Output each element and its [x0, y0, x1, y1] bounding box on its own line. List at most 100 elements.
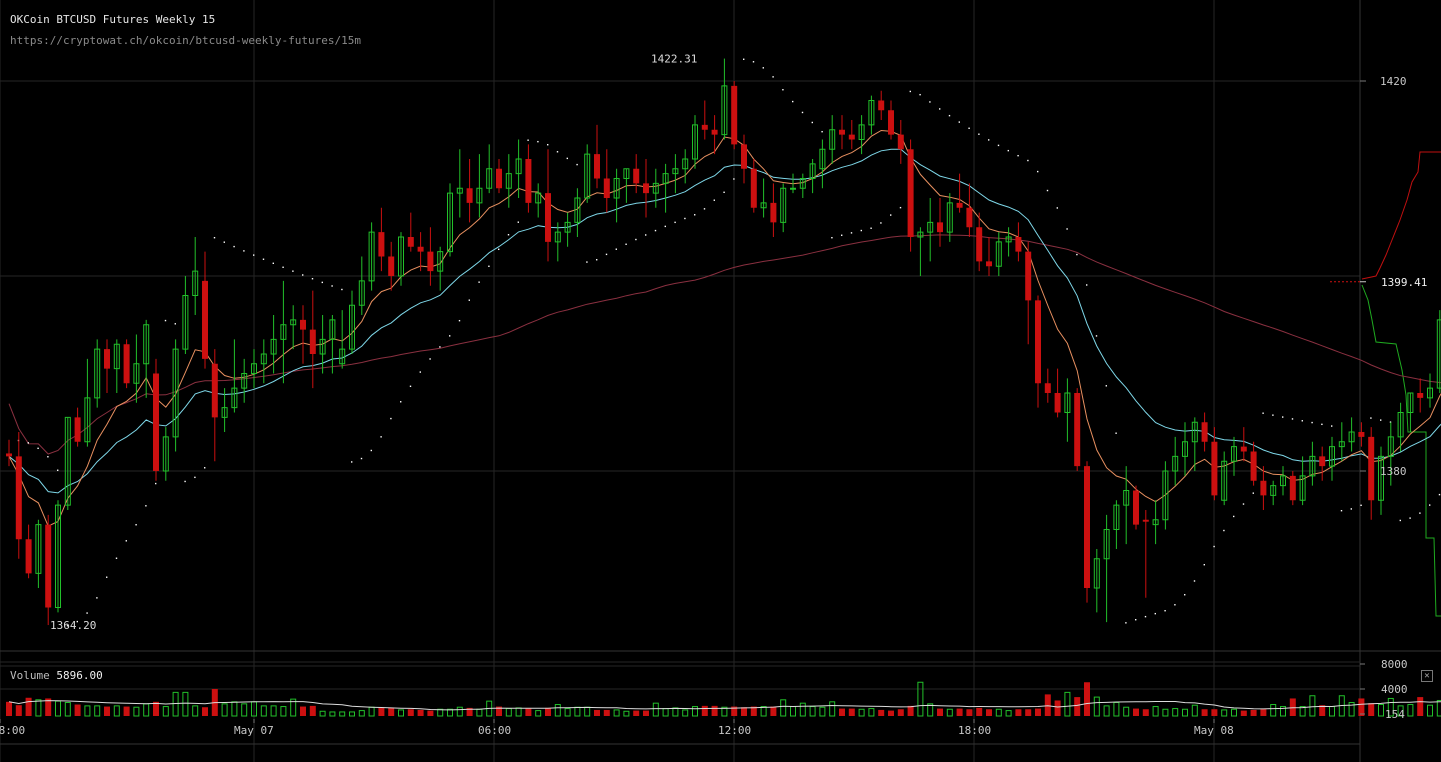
- candle-body: [731, 85, 738, 145]
- candle-body: [123, 344, 130, 384]
- candle-body: [741, 144, 747, 169]
- candle-body: [515, 158, 522, 175]
- sar-dot: [27, 442, 29, 444]
- volume-bar: [476, 708, 483, 717]
- time-tick-label: 18:00: [958, 724, 991, 737]
- candlesticks: [6, 58, 1441, 626]
- candle-body: [937, 222, 943, 233]
- volume-bar: [711, 705, 718, 716]
- sar-dot: [684, 217, 686, 220]
- sar-dot: [233, 245, 235, 248]
- volume-bar: [1113, 702, 1120, 717]
- chart-url[interactable]: https://cryptowat.ch/okcoin/btcusd-weekl…: [10, 34, 361, 47]
- volume-bar: [1084, 682, 1090, 716]
- sar-dot: [664, 225, 666, 228]
- volume-bar: [1221, 709, 1228, 717]
- volume-bar: [927, 703, 934, 717]
- volume-bar: [417, 709, 424, 716]
- candle-body: [329, 319, 336, 340]
- candle-body: [1084, 466, 1090, 588]
- candle-body: [760, 202, 767, 209]
- sar-dot: [1007, 149, 1009, 152]
- sar-dot: [409, 385, 412, 387]
- candle-body: [1044, 383, 1051, 393]
- sar-dot: [674, 221, 676, 224]
- volume-bar: [1054, 700, 1061, 716]
- volume-bar: [329, 711, 336, 717]
- volume-bar: [613, 709, 620, 717]
- volume-bar: [535, 710, 542, 717]
- candle-body: [858, 124, 865, 140]
- volume-bar: [319, 710, 326, 717]
- volume-bar: [221, 703, 228, 717]
- volume-bar: [1358, 698, 1365, 716]
- sar-dot: [586, 261, 588, 263]
- sar-dot: [556, 151, 559, 153]
- candle-body: [496, 168, 502, 189]
- candle-body: [976, 227, 983, 262]
- volume-bar: [525, 708, 532, 716]
- close-icon[interactable]: ✕: [1421, 670, 1433, 682]
- volume-bar: [809, 706, 816, 717]
- sar-dot: [968, 127, 970, 129]
- volume-bar: [907, 705, 914, 716]
- candle-body: [1231, 446, 1237, 462]
- candle-body: [398, 236, 404, 277]
- sar-dot: [831, 237, 833, 239]
- volume-bar: [1319, 705, 1326, 716]
- volume-bar: [427, 710, 434, 716]
- candle-body: [1191, 421, 1198, 443]
- candle-body: [662, 173, 669, 184]
- candle-body: [594, 154, 600, 179]
- volume-bar: [623, 710, 630, 717]
- candle-body: [94, 348, 101, 399]
- candle-body: [15, 456, 22, 540]
- volume-bar: [731, 706, 738, 716]
- volume-bar: [182, 691, 189, 717]
- candle-body: [74, 417, 81, 442]
- volume-bar: [1074, 697, 1081, 716]
- sar-dot: [733, 178, 735, 180]
- candle-body: [211, 363, 218, 418]
- candle-body: [104, 349, 110, 369]
- volume-bar: [1191, 704, 1198, 717]
- volume-bar: [1211, 709, 1218, 716]
- volume-bar: [672, 707, 679, 717]
- sar-dot: [164, 319, 167, 322]
- candle-body: [1329, 446, 1335, 467]
- volume-bar: [309, 705, 316, 716]
- candle-body: [417, 246, 424, 252]
- candle-body: [799, 178, 806, 189]
- volume-bar: [1280, 706, 1286, 717]
- sar-dot: [204, 467, 206, 469]
- sar-dot: [1027, 159, 1029, 162]
- volume-bar: [1240, 710, 1247, 716]
- sar-dot: [302, 274, 304, 276]
- candle-body: [427, 251, 434, 272]
- sar-dot: [1125, 622, 1127, 624]
- candle-body: [251, 363, 257, 374]
- candle-body: [1064, 392, 1071, 413]
- chart-title: OKCoin BTCUSD Futures Weekly 15: [10, 13, 216, 26]
- candle-body: [349, 304, 355, 350]
- sar-dot: [527, 139, 529, 141]
- candle-body: [584, 153, 591, 199]
- candle-body: [1025, 251, 1032, 301]
- candle-body: [1309, 455, 1316, 477]
- volume-bar: [505, 708, 512, 717]
- sar-dot: [909, 90, 911, 93]
- volume-bar: [780, 699, 787, 717]
- sar-dot: [605, 253, 608, 256]
- candle-body: [525, 159, 532, 203]
- sar-dot: [1399, 519, 1401, 522]
- candle-body: [750, 168, 757, 208]
- candle-body: [84, 397, 91, 443]
- volume-bar: [956, 708, 963, 716]
- candle-body: [848, 134, 855, 140]
- candle-body: [878, 100, 885, 111]
- sar-dot: [635, 238, 637, 241]
- sar-dot: [223, 241, 225, 243]
- volume-bar: [1035, 708, 1041, 716]
